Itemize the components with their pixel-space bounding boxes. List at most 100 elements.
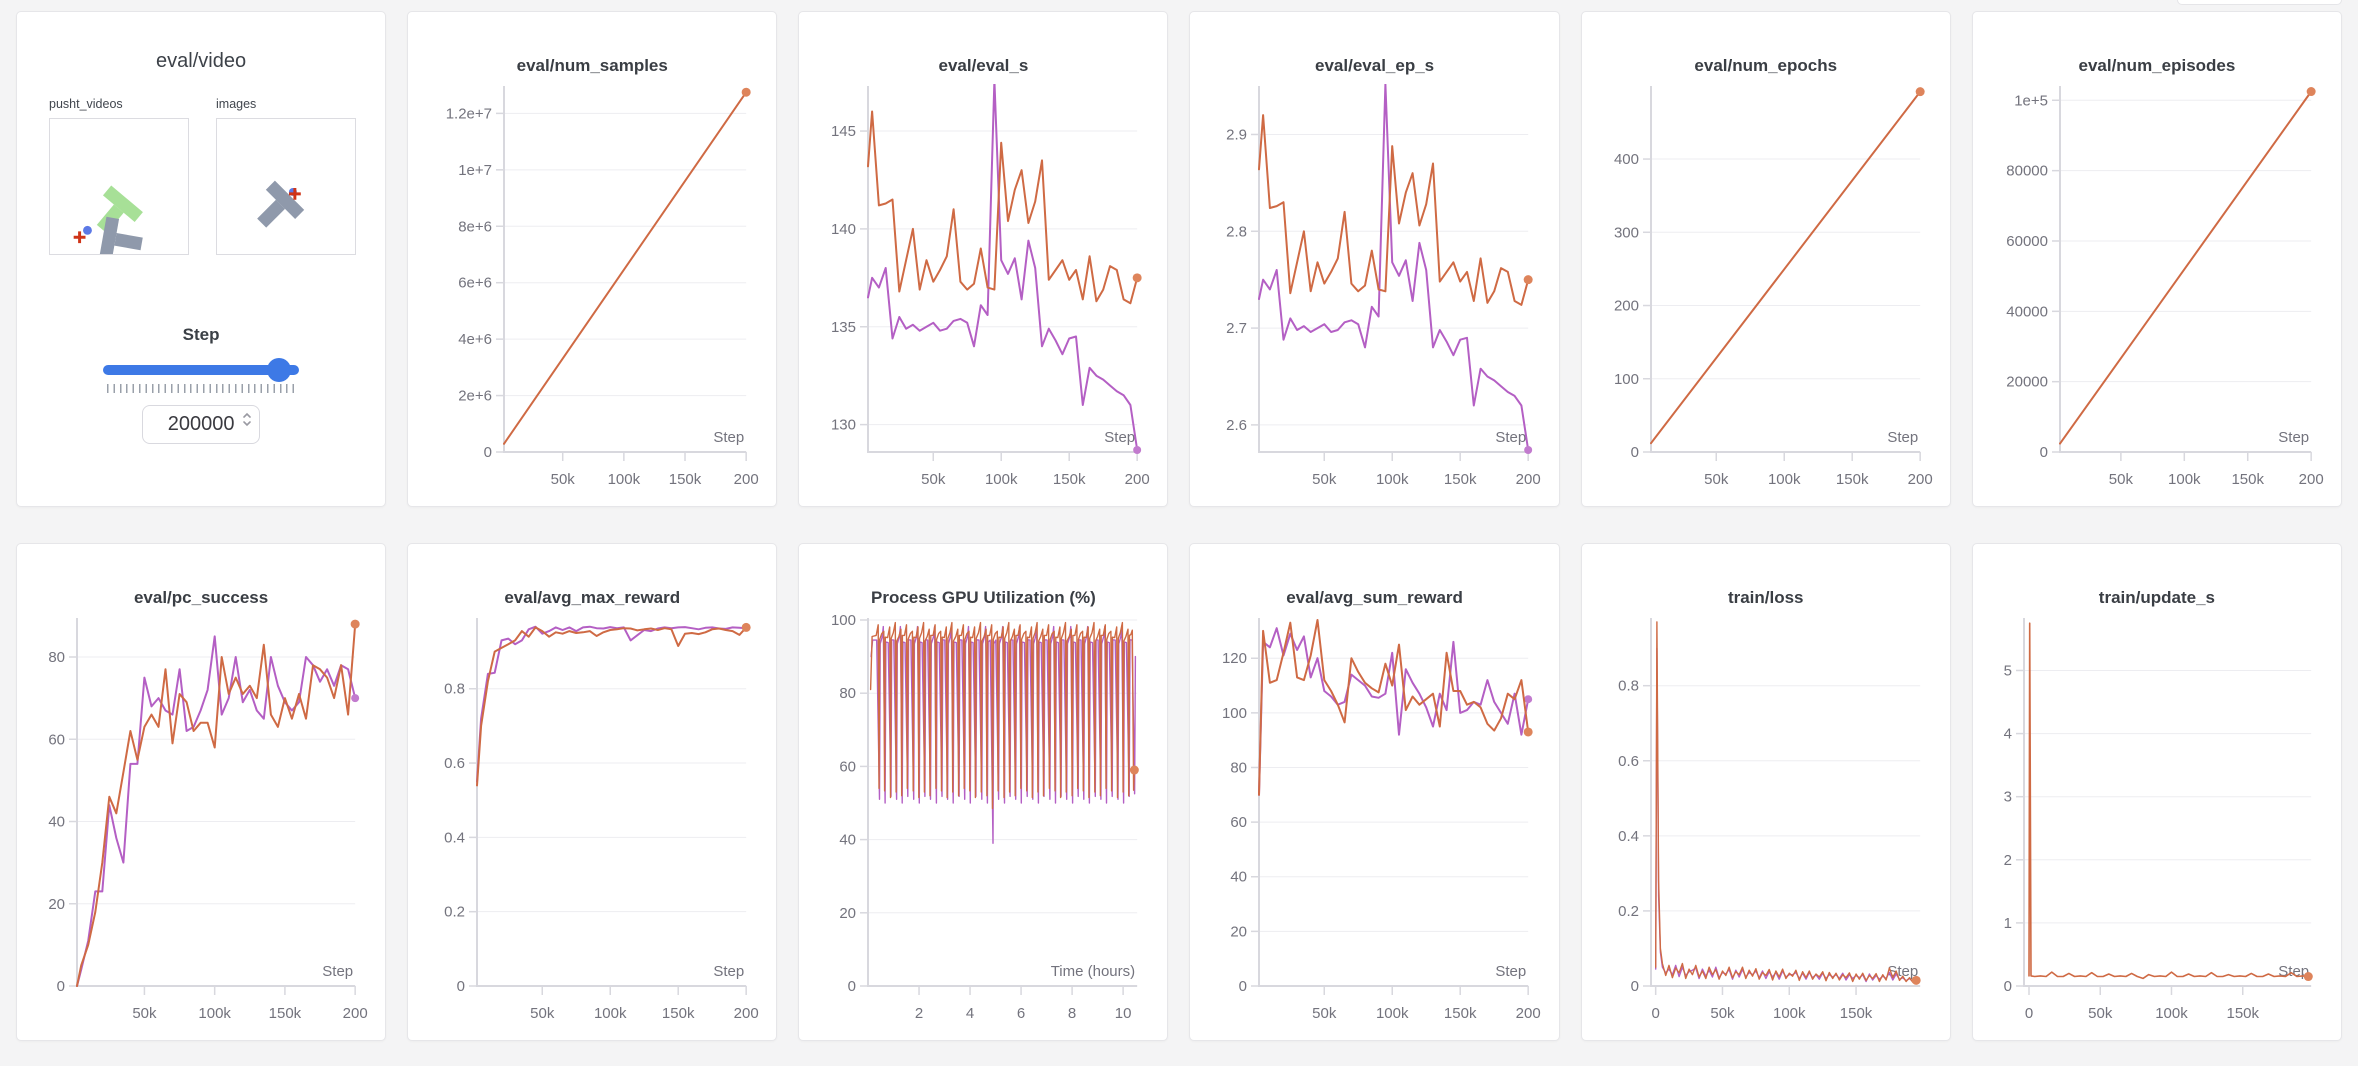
svg-text:0: 0 (1651, 1005, 1659, 1022)
chart-eval-eval-s[interactable]: 130 135 140 145 50k 100k 150k 200 Step (815, 80, 1151, 498)
step-slider[interactable] (103, 358, 300, 382)
svg-text:100k: 100k (1376, 471, 1409, 488)
svg-text:0: 0 (457, 978, 465, 995)
svg-text:2.9: 2.9 (1227, 126, 1248, 143)
chart-eval-num-epochs[interactable]: 0 100 200 300 400 50k 100k 150k 200 Step (1598, 80, 1934, 498)
svg-text:150k: 150k (2226, 1005, 2259, 1022)
stepper-icons (242, 412, 252, 427)
svg-text:0: 0 (2025, 1005, 2033, 1022)
svg-text:Step: Step (1496, 429, 1527, 446)
chevron-up-icon[interactable] (242, 412, 252, 419)
svg-text:100k: 100k (1773, 1005, 1806, 1022)
svg-text:Step: Step (1496, 963, 1527, 980)
panel-eval-num-epochs: eval/num_epochs 0 100 200 300 400 50k 100k 150k… (1580, 11, 1951, 507)
svg-text:50k: 50k (921, 471, 946, 488)
panel-eval-num-episodes: eval/num_episodes 0 20000 40000 60000 80000 1… (1971, 11, 2342, 507)
svg-text:1e+5: 1e+5 (2014, 92, 2048, 109)
svg-text:60: 60 (1231, 814, 1248, 831)
svg-text:150k: 150k (669, 471, 702, 488)
svg-text:0.2: 0.2 (1618, 903, 1639, 920)
panel-title: eval/video (156, 50, 247, 72)
step-slider-thumb[interactable] (267, 358, 292, 382)
svg-text:60: 60 (48, 731, 65, 748)
svg-text:40: 40 (1231, 869, 1248, 886)
chart-eval-num-episodes[interactable]: 0 20000 40000 60000 80000 1e+5 50k 100k 150k 200 S… (1989, 80, 2325, 498)
svg-text:0.2: 0.2 (444, 904, 465, 921)
panel-title: eval/eval_ep_s (1315, 56, 1435, 75)
images-thumbnail[interactable] (216, 118, 356, 255)
chevron-down-icon[interactable] (242, 420, 252, 427)
panel-eval-avg-sum-reward: eval/avg_sum_reward 0 20 40 60 80 100 120 50k 10… (1189, 543, 1560, 1041)
svg-text:300: 300 (1614, 224, 1639, 241)
chart-eval-pc-success[interactable]: 0 20 40 60 80 50k 100k 150k 200 Step (33, 612, 369, 1032)
svg-text:8: 8 (1068, 1005, 1076, 1022)
panel-eval-avg-max-reward: eval/avg_max_reward 0 0.2 0.4 0.6 0.8 50k 100k… (407, 543, 778, 1041)
svg-text:40000: 40000 (2006, 303, 2048, 320)
svg-text:150k: 150k (1839, 1005, 1872, 1022)
svg-text:200: 200 (734, 1005, 759, 1022)
svg-text:2.6: 2.6 (1227, 417, 1248, 434)
chart-eval-num-samples[interactable]: 0 2e+6 4e+6 6e+6 8e+6 1e+7 1.2e+7 50k 100k 150k 20… (424, 80, 760, 498)
svg-text:80: 80 (840, 685, 857, 702)
svg-text:2.8: 2.8 (1227, 223, 1248, 240)
media-item-images: images (216, 97, 356, 255)
svg-text:130: 130 (831, 417, 856, 434)
svg-text:50k: 50k (2109, 471, 2134, 488)
svg-text:5: 5 (2003, 662, 2011, 679)
panel-title: eval/eval_s (938, 56, 1029, 75)
chart-eval-avg-sum-reward[interactable]: 0 20 40 60 80 100 120 50k 100k 150k 200 Step (1206, 612, 1542, 1032)
svg-text:145: 145 (831, 123, 856, 140)
svg-text:20000: 20000 (2006, 374, 2048, 391)
svg-text:400: 400 (1614, 151, 1639, 168)
svg-text:100: 100 (831, 612, 856, 629)
goal-cross (288, 187, 301, 200)
chart-eval-eval-ep-s[interactable]: 2.6 2.7 2.8 2.9 50k 100k 150k 200 Step (1206, 80, 1542, 498)
panel-title: train/loss (1727, 588, 1804, 607)
svg-text:Step: Step (713, 963, 744, 980)
step-slider-ruler (107, 384, 296, 393)
pusht-video-thumbnail[interactable] (49, 118, 189, 260)
chart-process-gpu-utilization[interactable]: 0 20 40 60 80 100 2 4 6 8 10 Time (hours) (815, 612, 1151, 1032)
media-item-pusht-videos: pusht_videos (49, 97, 189, 260)
svg-text:40: 40 (48, 814, 65, 831)
svg-text:80: 80 (1231, 759, 1248, 776)
svg-text:2: 2 (2003, 852, 2011, 869)
svg-text:3: 3 (2003, 789, 2011, 806)
svg-text:80000: 80000 (2006, 163, 2048, 180)
panel-train-loss: train/loss 0 0.2 0.4 0.6 0.8 0 50k 100k 150k Step (1580, 543, 1951, 1041)
svg-text:140: 140 (831, 221, 856, 238)
svg-text:50k: 50k (1704, 471, 1729, 488)
chart-eval-avg-max-reward[interactable]: 0 0.2 0.4 0.6 0.8 50k 100k 150k 200 Step (424, 612, 760, 1032)
svg-text:4: 4 (2003, 726, 2011, 743)
svg-text:4: 4 (966, 1005, 974, 1022)
svg-text:100k: 100k (2168, 471, 2201, 488)
svg-text:1: 1 (2003, 915, 2011, 932)
svg-text:6e+6: 6e+6 (458, 275, 492, 292)
svg-text:1.2e+7: 1.2e+7 (446, 105, 492, 122)
step-input[interactable] (159, 412, 244, 437)
media-row: pusht_videos (49, 97, 369, 260)
svg-text:0: 0 (2039, 444, 2047, 461)
step-slider-track[interactable] (103, 365, 300, 375)
panel-title: Process GPU Utilization (%) (870, 588, 1096, 607)
svg-text:Step: Step (2278, 429, 2309, 446)
svg-text:60: 60 (840, 758, 857, 775)
svg-text:60000: 60000 (2006, 233, 2048, 250)
svg-text:100k: 100k (985, 471, 1018, 488)
svg-text:120: 120 (1222, 650, 1247, 667)
panel-process-gpu-utilization: Process GPU Utilization (%) 0 20 40 60 80 100… (798, 543, 1169, 1041)
svg-text:20: 20 (48, 896, 65, 913)
svg-text:2: 2 (915, 1005, 923, 1022)
goal-cross (73, 231, 86, 244)
svg-text:150k: 150k (1444, 1005, 1477, 1022)
svg-text:50k: 50k (132, 1005, 157, 1022)
svg-text:50k: 50k (1313, 471, 1338, 488)
svg-text:150k: 150k (662, 1005, 695, 1022)
svg-text:2.7: 2.7 (1227, 320, 1248, 337)
agent-dot (83, 225, 92, 235)
svg-text:50k: 50k (2088, 1005, 2113, 1022)
svg-text:0.6: 0.6 (1618, 753, 1639, 770)
svg-text:200: 200 (1907, 471, 1932, 488)
